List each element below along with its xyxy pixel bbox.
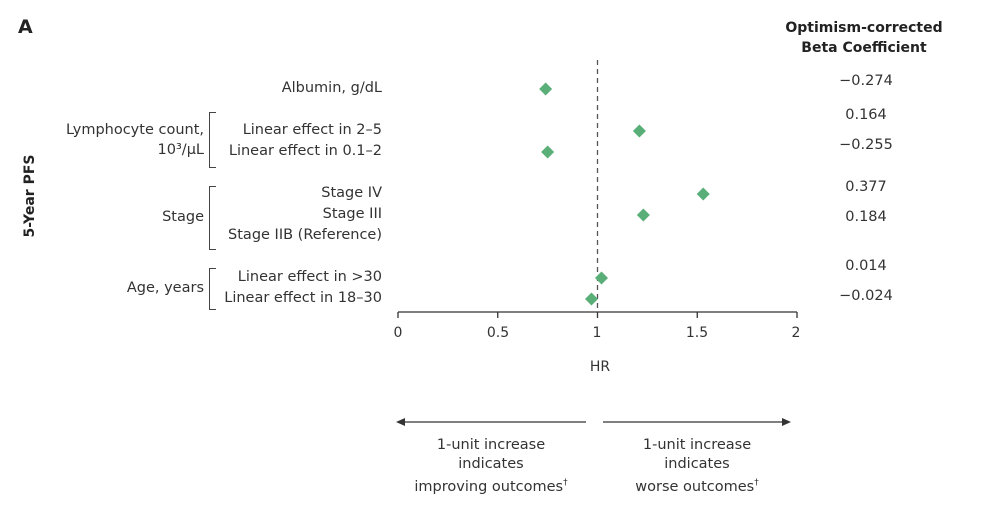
bracket-age [209,268,216,310]
x-tick-label-1-5: 1.5 [685,325,709,341]
row-label-stage-iii: Stage III [322,206,382,222]
beta-value-age-18-30: −0.024 [839,288,893,304]
note-left-line3: improving outcomes† [400,474,582,497]
beta-value-albumin: −0.274 [839,73,893,89]
note-right-line1: 1-unit increase [642,437,752,453]
panel-label: A [18,16,33,38]
x-tick-label-0: 0 [393,325,403,341]
group-label-age: Age, years [126,280,204,296]
row-label-stage-iv: Stage IV [321,185,382,201]
hr-marker-2 [541,145,555,159]
row-label-lymph-0-1-2: Linear effect in 0.1–2 [228,143,382,159]
note-left-line2: indicates [458,456,524,472]
hr-marker-7 [585,292,599,306]
beta-value-age-over-30: 0.014 [845,258,887,274]
note-right-line2: indicates [664,456,730,472]
x-tick-label-1: 1 [592,325,602,341]
hr-marker-6 [594,271,608,285]
note-left-dagger: † [563,478,568,488]
bracket-lymphocyte [209,112,216,168]
row-label-albumin: Albumin, g/dL [281,80,382,96]
note-right-dagger: † [754,478,759,488]
group-label-lymphocyte-line2: 10³/μL [157,142,204,158]
group-label-lymphocyte: Lymphocyte count, 10³/μL [66,120,204,160]
hr-marker-4 [636,208,650,222]
x-tick-label-0-5: 0.5 [486,325,510,341]
x-axis-label: HR [589,359,611,375]
group-label-lymphocyte-line1: Lymphocyte count, [65,122,204,138]
note-improving-outcomes: 1-unit increase indicates improving outc… [400,436,582,497]
row-label-stage-iib: Stage IIB (Reference) [228,227,382,243]
note-right-line3: worse outcomes† [606,474,788,497]
note-left-line1: 1-unit increase [436,437,546,453]
note-left-line3-text: improving outcomes [414,478,564,495]
x-axis-ticks [397,312,798,318]
hr-marker-3 [696,187,710,201]
row-label-lymph-2-5: Linear effect in 2–5 [242,122,382,138]
note-right-line3-text: worse outcomes [635,478,755,495]
hr-markers [539,82,710,306]
beta-value-lymph-0-1-2: −0.255 [839,137,893,153]
beta-value-stage-iv: 0.377 [845,179,887,195]
hr-marker-0 [539,82,553,96]
beta-value-lymph-2-5: 0.164 [845,107,887,123]
x-tick-label-2: 2 [791,325,801,341]
beta-header-line2: Beta Coefficient [801,40,927,56]
row-label-age-18-30: Linear effect in 18–30 [224,290,382,306]
bracket-stage [209,186,216,250]
note-worse-outcomes: 1-unit increase indicates worse outcomes… [606,436,788,497]
beta-coefficient-header: Optimism-corrected Beta Coefficient [776,18,952,58]
beta-header-line1: Optimism-corrected [785,20,943,36]
row-label-age-over-30: Linear effect in >30 [237,269,382,285]
hr-marker-1 [632,124,646,138]
beta-value-stage-iii: 0.184 [845,209,887,225]
left-arrowhead [396,418,405,426]
right-arrowhead [782,418,791,426]
group-label-stage: Stage [162,209,204,225]
